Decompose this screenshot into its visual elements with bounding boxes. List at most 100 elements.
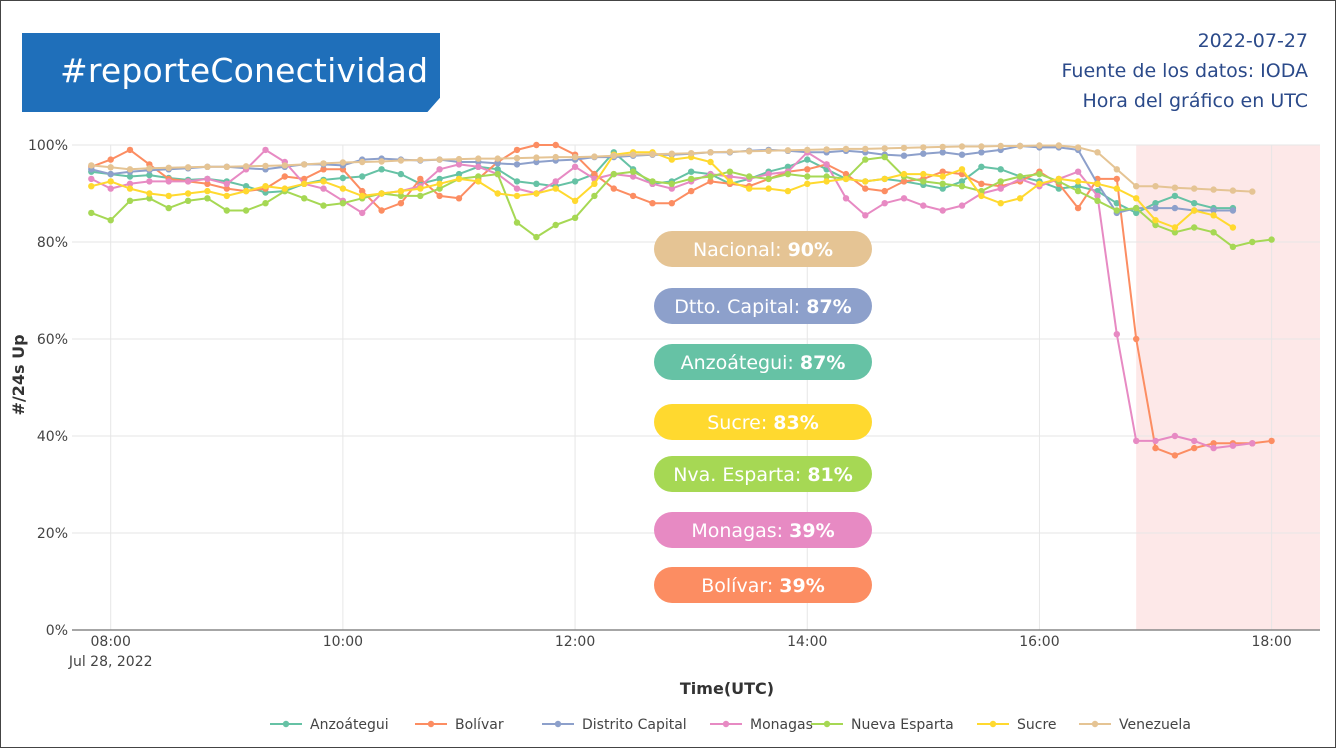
data-point (1171, 192, 1179, 200)
legend-label: Monagas (750, 717, 813, 733)
summary-pill: Nva. Esparta: 81% (654, 456, 872, 492)
data-point (1229, 442, 1237, 449)
outage-highlight (1136, 145, 1320, 630)
data-point (1171, 229, 1179, 236)
legend[interactable]: Anzoátegui Bolívar Distrito Capital Monagas… (270, 717, 1191, 733)
data-point (320, 178, 327, 185)
data-point (688, 187, 695, 195)
x-tick-label: 14:00 (787, 634, 827, 650)
legend-item[interactable]: Anzoátegui (270, 717, 389, 733)
data-point (1113, 175, 1121, 183)
data-point (1113, 200, 1121, 207)
data-point (668, 150, 675, 157)
data-point (1113, 185, 1121, 192)
pill-background (654, 456, 872, 492)
data-point (1249, 238, 1256, 246)
data-point (455, 170, 463, 178)
pill-region: Anzoátegui: (681, 352, 800, 374)
data-point (881, 187, 888, 195)
data-point (533, 233, 540, 241)
legend-swatch-marker (989, 720, 997, 728)
pill-background (654, 567, 872, 603)
data-point (223, 207, 230, 214)
data-point (1113, 166, 1121, 173)
data-point (920, 144, 927, 151)
legend-label: Distrito Capital (582, 717, 687, 733)
data-point (823, 178, 830, 185)
data-point (842, 170, 850, 178)
data-point (320, 185, 327, 192)
data-point (397, 157, 405, 164)
data-point (436, 166, 443, 173)
pill-background (654, 404, 872, 440)
data-point (1094, 192, 1101, 200)
data-point (397, 170, 405, 178)
data-point (126, 146, 134, 154)
data-point (1249, 440, 1256, 447)
data-point (301, 161, 308, 168)
legend-item[interactable]: Venezuela (1079, 717, 1191, 733)
data-point (1191, 444, 1198, 452)
data-point (1113, 331, 1121, 338)
data-point (184, 197, 192, 204)
data-point (765, 170, 772, 178)
data-point (920, 150, 927, 157)
data-point (1191, 224, 1198, 231)
data-point (107, 185, 114, 192)
data-point (591, 153, 598, 160)
data-point (668, 185, 675, 192)
data-point (107, 164, 114, 171)
data-point (688, 168, 695, 175)
data-point (1036, 142, 1043, 149)
data-point (1133, 209, 1140, 217)
data-point (397, 187, 405, 195)
data-point (533, 158, 540, 166)
pill-label: Sucre: 83% (707, 412, 819, 434)
data-point (997, 178, 1004, 185)
data-point (513, 178, 521, 185)
data-point (862, 145, 869, 153)
data-point (242, 187, 250, 195)
data-point (513, 185, 521, 192)
data-point (1152, 200, 1159, 207)
data-point (649, 178, 656, 185)
data-point (1074, 183, 1082, 190)
legend-item[interactable]: Bolívar (415, 717, 504, 733)
data-point (533, 190, 540, 197)
data-point (359, 209, 366, 217)
legend-item[interactable]: Sucre (977, 717, 1057, 733)
data-point (1074, 178, 1082, 185)
legend-label: Anzoátegui (310, 717, 389, 733)
legend-item[interactable]: Monagas (710, 717, 813, 733)
data-point (707, 149, 714, 156)
data-point (939, 180, 946, 187)
data-point (707, 173, 714, 180)
data-point (784, 170, 792, 178)
data-point (88, 183, 95, 190)
y-tick-label: 20% (37, 526, 68, 542)
data-point (339, 174, 347, 182)
pill-region: Dtto. Capital: (674, 296, 806, 318)
x-tick-label: 16:00 (1019, 634, 1059, 650)
legend-item[interactable]: Distrito Capital (542, 717, 687, 733)
data-point (436, 175, 443, 183)
data-point (707, 158, 714, 166)
data-point (707, 178, 714, 185)
series-line (90, 144, 1272, 457)
data-point (513, 161, 521, 168)
data-point (1074, 204, 1082, 212)
data-point (494, 155, 501, 162)
data-point (1268, 437, 1275, 445)
data-point (436, 192, 443, 200)
data-point (1171, 452, 1179, 459)
data-point (1016, 142, 1024, 150)
legend-item[interactable]: Nueva Esparta (811, 717, 954, 733)
data-point (146, 171, 153, 179)
data-point (591, 180, 598, 187)
legend-swatch-marker (1091, 720, 1099, 728)
data-point (862, 185, 869, 192)
data-point (165, 178, 172, 185)
data-point (1133, 195, 1140, 202)
data-point (746, 173, 753, 180)
